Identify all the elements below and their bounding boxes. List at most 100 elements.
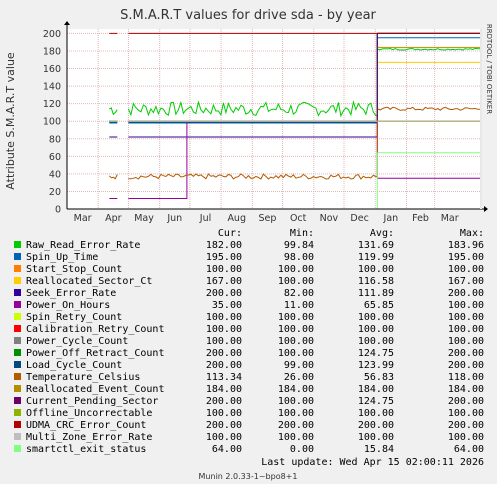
x-tick-label: Sep <box>259 213 277 224</box>
legend-swatch <box>14 409 21 416</box>
legend-value: 0.00 <box>290 444 314 455</box>
legend-value: 65.85 <box>364 300 394 311</box>
legend-series-name: Power_Off_Retract_Count <box>26 348 164 359</box>
legend-value: 100.00 <box>206 432 242 443</box>
legend-value: 100.00 <box>206 336 242 347</box>
legend-value: 111.89 <box>358 288 394 299</box>
legend-value: 100.00 <box>448 300 484 311</box>
legend-value: 100.00 <box>448 324 484 335</box>
legend-swatch <box>14 445 21 452</box>
legend-value: 100.00 <box>278 408 314 419</box>
legend-value: 195.00 <box>206 252 242 263</box>
legend-value: 64.00 <box>454 444 484 455</box>
legend-value: 98.00 <box>284 252 314 263</box>
x-tick-label: Dec <box>350 213 368 224</box>
legend-value: 119.99 <box>358 252 394 263</box>
legend-series-name: Raw_Read_Error_Rate <box>26 240 140 251</box>
legend-value: 56.83 <box>364 372 394 383</box>
legend-value: 200.00 <box>206 288 242 299</box>
legend-column-header: Max: <box>460 228 484 239</box>
x-tick-label: Jan <box>383 213 399 224</box>
legend-value: 99.84 <box>284 240 314 251</box>
legend-swatch <box>14 241 21 248</box>
legend-value: 200.00 <box>448 396 484 407</box>
legend-value: 195.00 <box>448 252 484 263</box>
y-axis-arrow <box>64 21 70 25</box>
x-tick-label: Aug <box>227 213 246 224</box>
y-axis-label: Attribute S.M.A.R.T value <box>4 52 17 190</box>
legend-value: 123.99 <box>358 360 394 371</box>
chart-title: S.M.A.R.T values for drive sda - by year <box>120 8 376 23</box>
y-tick-label: 60 <box>49 152 61 163</box>
legend-swatch <box>14 313 21 320</box>
legend-series-name: UDMA_CRC_Error_Count <box>26 420 146 431</box>
legend-swatch <box>14 337 21 344</box>
legend-swatch <box>14 349 21 356</box>
legend-value: 184.00 <box>358 384 394 395</box>
y-tick-label: 200 <box>43 29 61 40</box>
legend-value: 118.00 <box>448 372 484 383</box>
series-line-spin-up-time <box>109 37 480 124</box>
legend-series-name: smartctl_exit_status <box>26 444 146 455</box>
series-line-raw-read-error-rate <box>109 47 480 118</box>
legend-value: 113.34 <box>206 372 242 383</box>
legend-value: 100.00 <box>278 264 314 275</box>
legend-swatch <box>14 361 21 368</box>
axes: 0 20 40 60 80 100 120 140 160 180 200 Mar Apr May Jun J… <box>43 21 488 224</box>
legend-value: 167.00 <box>206 276 242 287</box>
legend-value: 200.00 <box>448 420 484 431</box>
legend-value: 35.00 <box>212 300 242 311</box>
legend-series-name: Calibration_Retry_Count <box>26 324 164 335</box>
legend-swatch <box>14 421 21 428</box>
legend-value: 200.00 <box>448 348 484 359</box>
legend-value: 124.75 <box>358 396 394 407</box>
legend-value: 200.00 <box>206 420 242 431</box>
legend-value: 100.00 <box>206 264 242 275</box>
x-tick-label: Feb <box>412 213 429 224</box>
legend-value: 200.00 <box>206 396 242 407</box>
legend-value: 15.84 <box>364 444 394 455</box>
munin-version: Munin 2.0.33-1~bpo8+1 <box>199 472 298 481</box>
last-update: Last update: Wed Apr 15 02:00:11 2026 <box>261 457 484 468</box>
x-tick-label: Oct <box>290 213 307 224</box>
legend-swatch <box>14 373 21 380</box>
legend-swatch <box>14 325 21 332</box>
legend-value: 100.00 <box>206 312 242 323</box>
legend-value: 11.00 <box>284 300 314 311</box>
legend-value: 82.00 <box>284 288 314 299</box>
legend-swatch <box>14 433 21 440</box>
legend-value: 124.75 <box>358 348 394 359</box>
legend-value: 100.00 <box>448 432 484 443</box>
legend-swatch <box>14 385 21 392</box>
y-tick-label: 120 <box>43 99 61 110</box>
legend-swatch <box>14 289 21 296</box>
legend-value: 100.00 <box>278 348 314 359</box>
legend-value: 184.00 <box>448 384 484 395</box>
legend-swatch <box>14 277 21 284</box>
x-tick-label: Apr <box>105 213 122 224</box>
legend-value: 100.00 <box>206 324 242 335</box>
legend-value: 99.00 <box>284 360 314 371</box>
legend-value: 100.00 <box>358 264 394 275</box>
legend-value: 100.00 <box>358 312 394 323</box>
legend-series-name: Start_Stop_Count <box>26 264 122 275</box>
legend-series-name: Spin_Up_Time <box>26 252 98 263</box>
legend-value: 100.00 <box>448 264 484 275</box>
legend-column-header: Min: <box>290 228 314 239</box>
legend-value: 200.00 <box>206 348 242 359</box>
y-tick-label: 100 <box>43 117 61 128</box>
legend-value: 183.96 <box>448 240 484 251</box>
legend-value: 131.69 <box>358 240 394 251</box>
x-tick-label: Nov <box>320 213 339 224</box>
y-tick-label: 160 <box>43 64 61 75</box>
legend-value: 100.00 <box>278 396 314 407</box>
legend-value: 100.00 <box>358 336 394 347</box>
legend-series-name: Current_Pending_Sector <box>26 396 158 407</box>
legend: Cur: Min: Avg: Max: Raw_Read_Error_Rate 182.0… <box>14 228 484 455</box>
legend-value: 64.00 <box>212 444 242 455</box>
legend-series-name: Offline_Uncorrectable <box>26 408 152 419</box>
x-tick-label: May <box>134 213 154 224</box>
legend-series-name: Power_Cycle_Count <box>26 336 128 347</box>
x-tick-label: Mar <box>74 213 92 224</box>
